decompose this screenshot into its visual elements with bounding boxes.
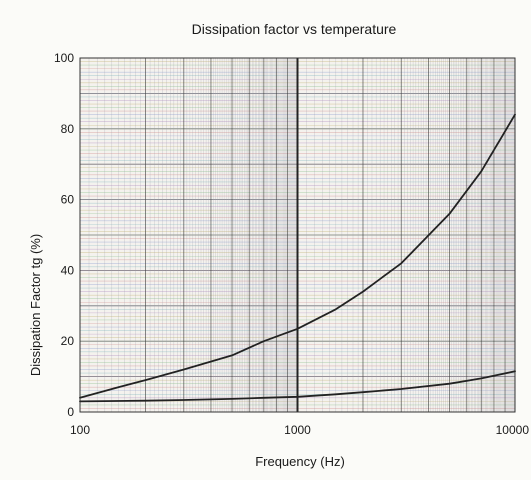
y-axis-label: Dissipation Factor tg (%) <box>28 234 43 376</box>
chart-title: Dissipation factor vs temperature <box>192 21 397 37</box>
y-tick-label: 20 <box>61 334 75 348</box>
x-tick-label: 10000 <box>496 423 530 437</box>
x-axis-label: Frequency (Hz) <box>255 454 345 469</box>
grid-layer <box>80 58 515 412</box>
x-tick-label: 100 <box>70 423 90 437</box>
y-tick-label: 80 <box>61 122 75 136</box>
y-tick-label: 60 <box>61 193 75 207</box>
y-tick-label: 40 <box>61 263 75 277</box>
y-tick-label: 0 <box>67 405 74 419</box>
x-tick-label: 1000 <box>284 423 311 437</box>
y-tick-label: 100 <box>54 51 74 65</box>
